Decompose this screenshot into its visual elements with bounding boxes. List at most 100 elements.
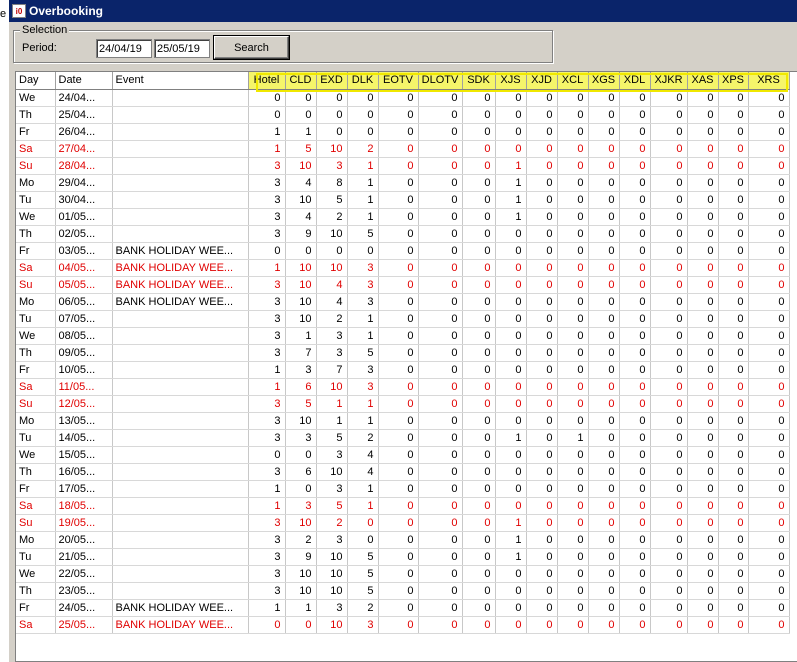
- cell-xjkr[interactable]: 0: [650, 293, 688, 311]
- cell-cld[interactable]: 0: [285, 446, 317, 464]
- cell-cld[interactable]: 10: [285, 514, 317, 532]
- cell-dlk[interactable]: 1: [347, 327, 379, 345]
- cell-xjs[interactable]: 0: [495, 225, 527, 243]
- table-row[interactable]: We 15/05... 0 0 3 4 0 0 0 0 0 0 0 0 0 0 0 0: [16, 446, 790, 464]
- cell-dlotv[interactable]: 0: [418, 225, 463, 243]
- header-date[interactable]: Date: [55, 72, 113, 90]
- cell-dlk[interactable]: 0: [347, 89, 379, 107]
- cell-dlk[interactable]: 1: [347, 497, 379, 515]
- cell-dlotv[interactable]: 0: [418, 463, 463, 481]
- cell-dlotv[interactable]: 0: [418, 548, 463, 566]
- cell-xgs[interactable]: 0: [588, 412, 620, 430]
- cell-cld[interactable]: 10: [285, 582, 317, 600]
- header-xgs[interactable]: XGS: [588, 72, 620, 90]
- cell-xps[interactable]: 0: [718, 106, 749, 124]
- cell-xdl[interactable]: 0: [619, 446, 651, 464]
- cell-cld[interactable]: 10: [285, 276, 317, 294]
- cell-date[interactable]: 23/05...: [55, 582, 113, 600]
- cell-exd[interactable]: 1: [316, 395, 348, 413]
- cell-date[interactable]: 02/05...: [55, 225, 113, 243]
- cell-xdl[interactable]: 0: [619, 429, 651, 447]
- cell-event[interactable]: [112, 89, 249, 107]
- cell-day[interactable]: Sa: [16, 259, 56, 277]
- cell-xjs[interactable]: 1: [495, 531, 527, 549]
- cell-xps[interactable]: 0: [718, 208, 749, 226]
- cell-xjs[interactable]: 0: [495, 616, 527, 634]
- cell-xrs[interactable]: 0: [748, 242, 790, 260]
- cell-eotv[interactable]: 0: [378, 225, 419, 243]
- cell-xrs[interactable]: 0: [748, 259, 790, 277]
- cell-xrs[interactable]: 0: [748, 582, 790, 600]
- cell-xjkr[interactable]: 0: [650, 480, 688, 498]
- cell-dlotv[interactable]: 0: [418, 157, 463, 175]
- cell-exd[interactable]: 10: [316, 565, 348, 583]
- cell-hotel[interactable]: 3: [248, 548, 286, 566]
- cell-xrs[interactable]: 0: [748, 293, 790, 311]
- cell-day[interactable]: Fr: [16, 599, 56, 617]
- cell-dlotv[interactable]: 0: [418, 361, 463, 379]
- cell-xrs[interactable]: 0: [748, 531, 790, 549]
- cell-xjs[interactable]: 1: [495, 548, 527, 566]
- cell-xcl[interactable]: 0: [557, 259, 589, 277]
- cell-day[interactable]: Fr: [16, 361, 56, 379]
- cell-xjd[interactable]: 0: [526, 293, 558, 311]
- cell-xjd[interactable]: 0: [526, 106, 558, 124]
- cell-xdl[interactable]: 0: [619, 548, 651, 566]
- cell-xps[interactable]: 0: [718, 480, 749, 498]
- cell-dlotv[interactable]: 0: [418, 191, 463, 209]
- cell-xps[interactable]: 0: [718, 361, 749, 379]
- cell-xdl[interactable]: 0: [619, 293, 651, 311]
- cell-exd[interactable]: 2: [316, 310, 348, 328]
- cell-sdk[interactable]: 0: [462, 446, 496, 464]
- cell-day[interactable]: Th: [16, 582, 56, 600]
- cell-day[interactable]: Mo: [16, 293, 56, 311]
- cell-date[interactable]: 15/05...: [55, 446, 113, 464]
- cell-event[interactable]: [112, 395, 249, 413]
- cell-xrs[interactable]: 0: [748, 191, 790, 209]
- cell-cld[interactable]: 6: [285, 463, 317, 481]
- cell-dlk[interactable]: 0: [347, 514, 379, 532]
- cell-xdl[interactable]: 0: [619, 310, 651, 328]
- header-day[interactable]: Day: [16, 72, 56, 90]
- cell-xdl[interactable]: 0: [619, 259, 651, 277]
- cell-xgs[interactable]: 0: [588, 446, 620, 464]
- cell-xjd[interactable]: 0: [526, 89, 558, 107]
- cell-cld[interactable]: 10: [285, 191, 317, 209]
- table-row[interactable]: Th 02/05... 3 9 10 5 0 0 0 0 0 0 0 0 0 0 0 0: [16, 225, 790, 243]
- cell-event[interactable]: BANK HOLIDAY WEE...: [112, 276, 249, 294]
- cell-day[interactable]: We: [16, 446, 56, 464]
- cell-eotv[interactable]: 0: [378, 412, 419, 430]
- table-row[interactable]: Mo 29/04... 3 4 8 1 0 0 0 1 0 0 0 0 0 0 0 0: [16, 174, 790, 192]
- cell-xjd[interactable]: 0: [526, 395, 558, 413]
- cell-xjkr[interactable]: 0: [650, 548, 688, 566]
- cell-hotel[interactable]: 3: [248, 514, 286, 532]
- cell-sdk[interactable]: 0: [462, 174, 496, 192]
- cell-date[interactable]: 09/05...: [55, 344, 113, 362]
- cell-xcl[interactable]: 0: [557, 361, 589, 379]
- cell-dlk[interactable]: 3: [347, 361, 379, 379]
- cell-dlotv[interactable]: 0: [418, 310, 463, 328]
- cell-dlotv[interactable]: 0: [418, 344, 463, 362]
- cell-date[interactable]: 06/05...: [55, 293, 113, 311]
- cell-xdl[interactable]: 0: [619, 106, 651, 124]
- cell-hotel[interactable]: 0: [248, 446, 286, 464]
- cell-exd[interactable]: 1: [316, 412, 348, 430]
- cell-xas[interactable]: 0: [687, 225, 719, 243]
- cell-hotel[interactable]: 1: [248, 378, 286, 396]
- cell-xcl[interactable]: 0: [557, 157, 589, 175]
- cell-xjkr[interactable]: 0: [650, 191, 688, 209]
- cell-xas[interactable]: 0: [687, 565, 719, 583]
- cell-xdl[interactable]: 0: [619, 497, 651, 515]
- cell-day[interactable]: We: [16, 327, 56, 345]
- cell-xrs[interactable]: 0: [748, 514, 790, 532]
- cell-xjs[interactable]: 0: [495, 327, 527, 345]
- cell-date[interactable]: 29/04...: [55, 174, 113, 192]
- cell-event[interactable]: [112, 123, 249, 141]
- cell-date[interactable]: 08/05...: [55, 327, 113, 345]
- cell-date[interactable]: 14/05...: [55, 429, 113, 447]
- table-row[interactable]: Tu 07/05... 3 10 2 1 0 0 0 0 0 0 0 0 0 0 0 0: [16, 310, 790, 328]
- cell-xgs[interactable]: 0: [588, 497, 620, 515]
- cell-xps[interactable]: 0: [718, 123, 749, 141]
- cell-sdk[interactable]: 0: [462, 242, 496, 260]
- cell-hotel[interactable]: 0: [248, 106, 286, 124]
